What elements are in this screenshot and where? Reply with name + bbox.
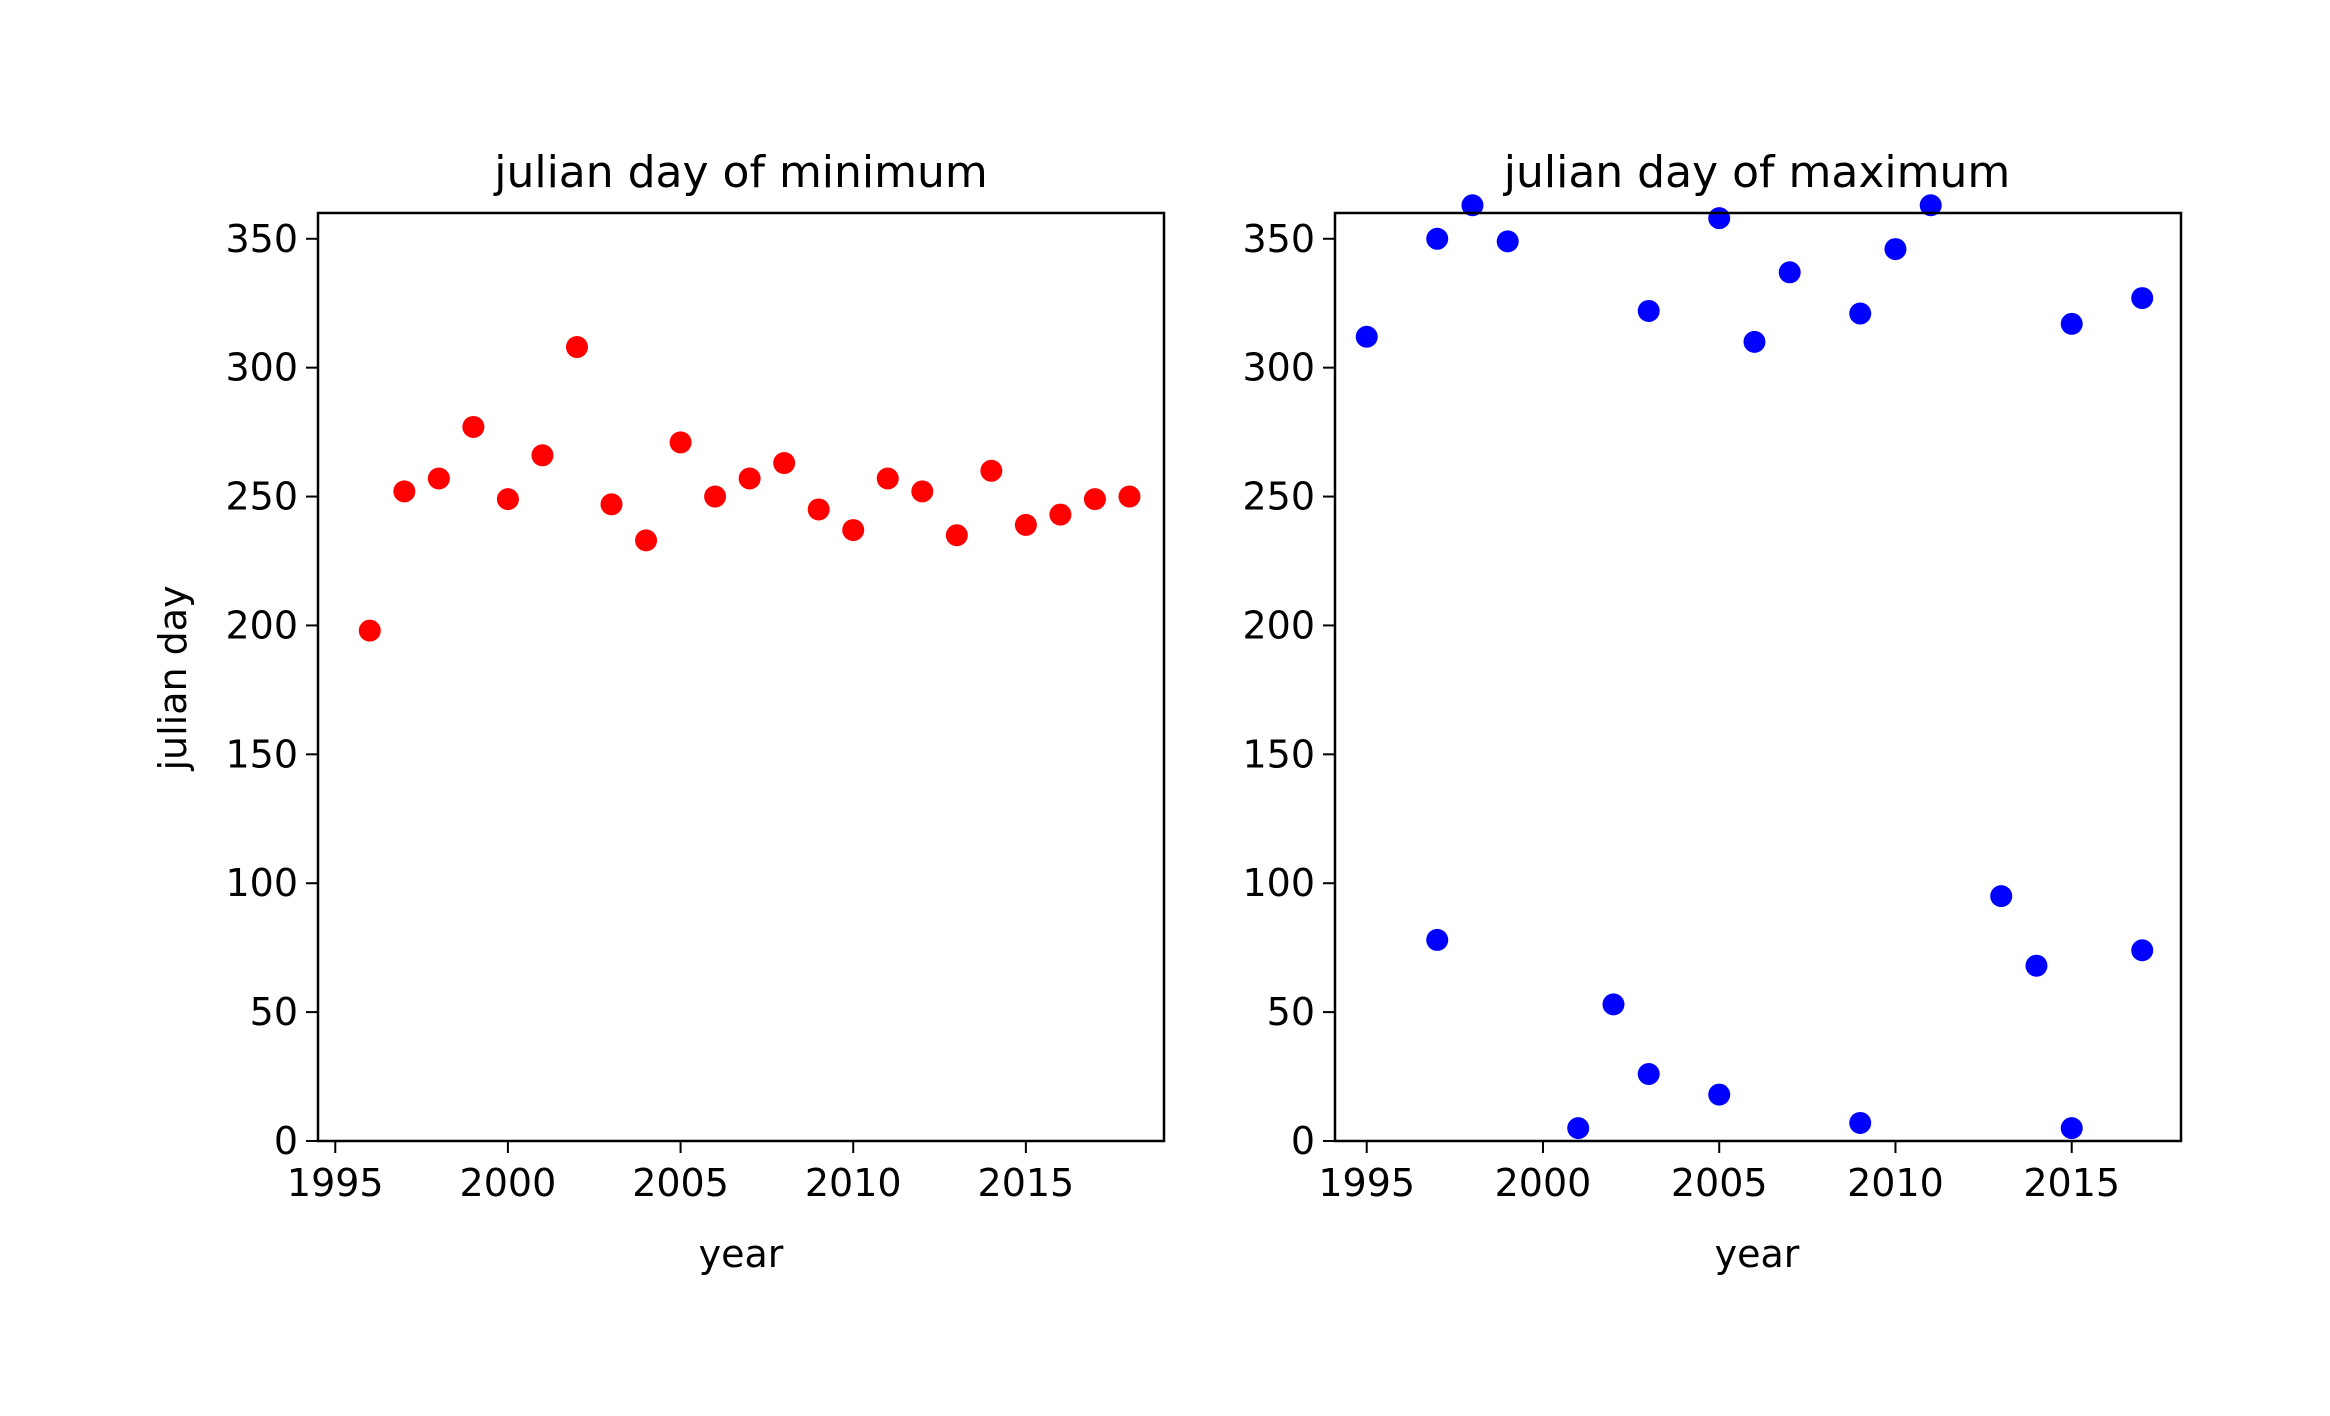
min-data-point [393,480,416,503]
max-y-tick-label: 100 [1242,861,1315,905]
min-chart-title: julian day of minimum [493,147,988,198]
max-y-tick-label: 150 [1242,732,1315,776]
max-data-point [1919,194,1942,217]
min-data-point [462,415,485,438]
min-x-tick-label: 2010 [805,1161,902,1205]
min-y-axis-label: julian day [151,585,195,771]
max-axis-ticks: 1995 2000 2005 2010 2015 0 50 100 150 200 250 300 35… [1242,217,2120,1205]
min-plot-frame [316,211,1166,1143]
max-x-tick-label: 2005 [1671,1161,1768,1205]
min-data-point [358,619,381,642]
min-data-point [1049,503,1072,526]
max-data-point [2060,1117,2083,1140]
min-data-points [358,336,1141,642]
max-day-panel: julian day of maximum year 1995 2000 2005 2… [1242,147,2183,1276]
min-y-tick-label: 50 [250,990,298,1034]
min-y-tick-label: 200 [225,603,298,647]
min-data-point [1118,485,1141,508]
max-plot-frame [1333,211,2183,1143]
max-data-point [1426,227,1449,250]
max-y-tick-label: 0 [1291,1119,1315,1163]
min-data-point [911,480,934,503]
max-chart-title: julian day of maximum [1503,147,2010,198]
max-data-point [1884,238,1907,261]
max-data-point [1426,928,1449,951]
min-y-tick-label: 350 [225,217,298,261]
max-data-point [2131,939,2154,962]
max-y-tick-label: 300 [1242,346,1315,390]
min-data-point [669,431,692,454]
max-data-point [1496,230,1519,253]
max-data-point [1637,1062,1660,1085]
max-data-point [1567,1117,1590,1140]
max-y-tick-label: 50 [1267,990,1315,1034]
max-data-point [1708,207,1731,230]
min-x-axis-label: year [699,1232,784,1276]
min-x-tick-label: 2005 [632,1161,729,1205]
max-data-point [2025,954,2048,977]
min-axis-ticks: 1995 2000 2005 2010 2015 0 50 100 150 200 250 300 35… [225,217,1074,1205]
min-data-point [531,444,554,467]
min-data-point [876,467,899,490]
min-y-tick-label: 300 [225,346,298,390]
min-data-point [980,459,1003,482]
max-data-point [1355,325,1378,348]
min-y-tick-label: 150 [225,732,298,776]
min-y-tick-label: 0 [274,1119,298,1163]
min-data-point [496,488,519,511]
min-data-point [738,467,761,490]
min-data-point [565,336,588,359]
max-x-tick-label: 1995 [1318,1161,1415,1205]
min-day-panel: julian day of minimum year julian day 19… [151,147,1166,1276]
max-data-point [2060,312,2083,335]
min-x-tick-label: 1995 [287,1161,384,1205]
min-data-point [704,485,727,508]
min-data-point [1014,513,1037,536]
min-data-point [635,529,658,552]
max-data-point [1778,261,1801,284]
max-x-tick-label: 2000 [1495,1161,1592,1205]
max-data-point [1849,302,1872,325]
min-data-point [807,498,830,521]
max-data-point [1708,1083,1731,1106]
min-data-point [427,467,450,490]
max-data-points [1355,194,2154,1140]
max-data-point [1990,885,2013,908]
min-data-point [945,524,968,547]
max-data-point [2131,287,2154,310]
max-y-tick-label: 200 [1242,603,1315,647]
max-y-tick-label: 350 [1242,217,1315,261]
max-data-point [1743,330,1766,353]
min-x-tick-label: 2015 [978,1161,1075,1205]
min-data-point [842,519,865,542]
min-y-tick-label: 250 [225,475,298,519]
max-y-tick-label: 250 [1242,475,1315,519]
max-x-tick-label: 2010 [1847,1161,1944,1205]
min-data-point [1083,488,1106,511]
max-data-point [1461,194,1484,217]
max-data-point [1602,993,1625,1016]
min-y-tick-label: 100 [225,861,298,905]
max-x-axis-label: year [1715,1232,1800,1276]
min-data-point [600,493,623,516]
max-data-point [1849,1111,1872,1134]
min-x-tick-label: 2000 [460,1161,557,1205]
min-data-point [773,452,796,475]
max-data-point [1637,299,1660,322]
max-x-tick-label: 2015 [2023,1161,2120,1205]
